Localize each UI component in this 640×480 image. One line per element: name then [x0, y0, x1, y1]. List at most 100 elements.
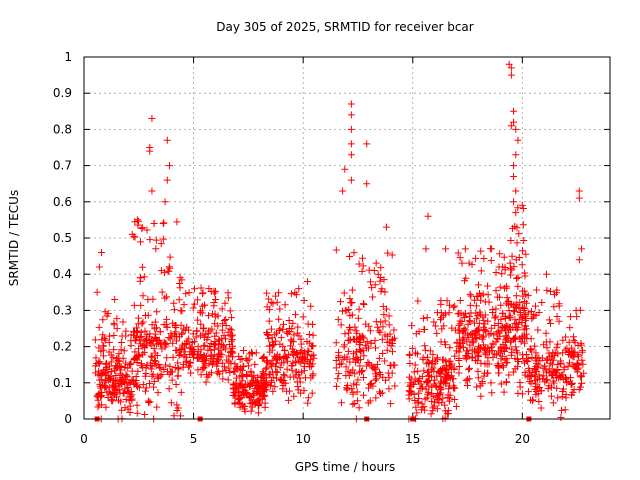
data-point — [137, 274, 145, 282]
data-point — [542, 270, 550, 278]
data-point — [170, 299, 178, 307]
data-point — [558, 371, 566, 379]
data-point — [513, 275, 521, 283]
data-point — [508, 252, 516, 260]
data-point — [236, 356, 244, 364]
data-point — [117, 346, 125, 354]
data-point — [177, 321, 185, 329]
data-point — [417, 380, 425, 388]
data-point — [255, 395, 263, 403]
data-point — [407, 375, 415, 383]
data-point — [200, 342, 208, 350]
data-point — [507, 122, 515, 130]
data-point — [305, 348, 313, 356]
data-point — [132, 337, 140, 345]
data-point — [152, 335, 160, 343]
data-point — [242, 355, 250, 363]
data-point — [543, 376, 551, 384]
data-point — [152, 333, 160, 341]
data-point — [295, 371, 303, 379]
data-point — [290, 392, 298, 400]
data-point — [185, 326, 193, 334]
data-point — [248, 399, 256, 407]
data-point — [554, 340, 562, 348]
data-point — [165, 162, 173, 170]
data-point — [177, 351, 185, 359]
data-point — [362, 320, 370, 328]
data-point — [430, 402, 438, 410]
data-point — [507, 300, 515, 308]
data-point — [562, 333, 570, 341]
data-point — [528, 397, 536, 405]
data-point — [191, 300, 199, 308]
data-point — [421, 346, 429, 354]
data-point — [158, 345, 166, 353]
data-point — [267, 325, 275, 333]
data-point — [413, 409, 421, 417]
data-point — [178, 276, 186, 284]
data-point — [95, 367, 103, 375]
data-point — [547, 392, 555, 400]
data-point — [550, 303, 558, 311]
data-point — [261, 399, 269, 407]
data-point — [158, 288, 166, 296]
data-point — [278, 377, 286, 385]
data-point — [444, 393, 452, 401]
data-point — [294, 323, 302, 331]
data-point — [137, 301, 145, 309]
data-point — [173, 218, 181, 226]
data-point — [387, 400, 395, 408]
data-point — [165, 385, 173, 393]
data-point — [357, 338, 365, 346]
data-point — [378, 285, 386, 293]
data-point — [207, 339, 215, 347]
data-point — [304, 399, 312, 407]
data-point — [424, 369, 432, 377]
data-point — [135, 217, 143, 225]
data-point — [239, 346, 247, 354]
data-point — [360, 300, 368, 308]
data-point — [421, 342, 429, 350]
data-point — [212, 329, 220, 337]
data-point — [466, 301, 474, 309]
data-point — [252, 349, 260, 357]
data-point — [524, 357, 532, 365]
data-point — [206, 343, 214, 351]
data-point — [455, 363, 463, 371]
data-point — [431, 398, 439, 406]
data-point — [493, 351, 501, 359]
data-point — [523, 335, 531, 343]
data-point — [273, 298, 281, 306]
data-point — [346, 252, 354, 260]
data-point — [157, 267, 165, 275]
data-point — [95, 401, 103, 409]
data-point — [512, 343, 520, 351]
data-point — [433, 372, 441, 380]
data-point — [576, 383, 584, 391]
data-point — [223, 356, 231, 364]
data-point — [537, 387, 545, 395]
data-point — [219, 367, 227, 375]
data-point — [385, 374, 393, 382]
data-point — [102, 360, 110, 368]
data-point — [169, 353, 177, 361]
data-point — [269, 387, 277, 395]
data-point — [99, 331, 107, 339]
data-point — [309, 342, 317, 350]
data-point — [354, 397, 362, 405]
data-point — [339, 187, 347, 195]
data-point — [469, 339, 477, 347]
data-point — [519, 351, 527, 359]
data-point — [214, 344, 222, 352]
data-point — [484, 317, 492, 325]
data-point — [536, 383, 544, 391]
data-point — [480, 345, 488, 353]
data-point — [573, 313, 581, 321]
data-point — [509, 368, 517, 376]
data-point — [406, 388, 414, 396]
data-point — [421, 326, 429, 334]
data-point — [139, 381, 147, 389]
data-point — [148, 321, 156, 329]
data-point — [139, 292, 147, 300]
data-point — [280, 359, 288, 367]
